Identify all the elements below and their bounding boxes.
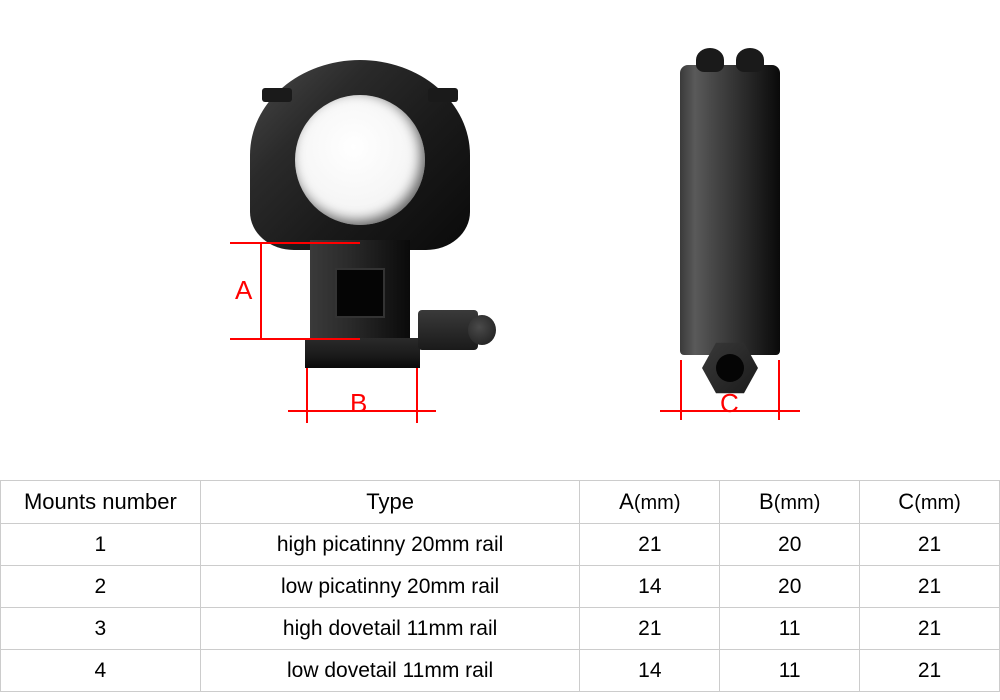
header-a-dim: A (619, 489, 634, 514)
mount-ring-hole (295, 95, 425, 225)
header-mounts-number: Mounts number (1, 481, 201, 524)
clamp-bolt-head (468, 315, 496, 345)
product-side-view: C (660, 40, 800, 440)
table-body: 1 high picatinny 20mm rail 21 20 21 2 lo… (1, 524, 1000, 692)
mount-base-cutout (335, 268, 385, 318)
cell-a: 21 (580, 608, 720, 650)
cell-num: 3 (1, 608, 201, 650)
dimension-c-right-line (778, 360, 780, 420)
dimension-c-label: C (720, 388, 739, 419)
side-mount-body (680, 65, 780, 355)
cell-a: 14 (580, 566, 720, 608)
cell-type: low picatinny 20mm rail (200, 566, 580, 608)
side-bolt-hole (716, 354, 744, 382)
table-row: 1 high picatinny 20mm rail 21 20 21 (1, 524, 1000, 566)
cell-c: 21 (860, 650, 1000, 692)
top-screw-right (428, 88, 458, 102)
side-top-screw-1 (696, 48, 724, 72)
cell-b: 11 (720, 608, 860, 650)
header-b: B(mm) (720, 481, 860, 524)
header-a: A(mm) (580, 481, 720, 524)
cell-b: 20 (720, 566, 860, 608)
table-row: 3 high dovetail 11mm rail 21 11 21 (1, 608, 1000, 650)
cell-num: 2 (1, 566, 201, 608)
cell-num: 1 (1, 524, 201, 566)
dimension-a-bottom-line (230, 338, 360, 340)
header-b-unit: (mm) (774, 492, 821, 514)
cell-a: 21 (580, 524, 720, 566)
cell-type: high dovetail 11mm rail (200, 608, 580, 650)
cell-c: 21 (860, 524, 1000, 566)
dimension-b-label: B (350, 388, 367, 419)
table-header-row: Mounts number Type A(mm) B(mm) C(mm) (1, 481, 1000, 524)
header-a-unit: (mm) (634, 492, 681, 514)
cell-type: low dovetail 11mm rail (200, 650, 580, 692)
header-type: Type (200, 481, 580, 524)
product-front-view: A B (200, 40, 520, 440)
cell-c: 21 (860, 608, 1000, 650)
side-top-screw-2 (736, 48, 764, 72)
cell-b: 20 (720, 524, 860, 566)
cell-type: high picatinny 20mm rail (200, 524, 580, 566)
cell-a: 14 (580, 650, 720, 692)
dimension-b-left-line (306, 368, 308, 423)
cell-num: 4 (1, 650, 201, 692)
dimension-c-left-line (680, 360, 682, 420)
header-c: C(mm) (860, 481, 1000, 524)
table-row: 4 low dovetail 11mm rail 14 11 21 (1, 650, 1000, 692)
dimension-a-top-line (230, 242, 360, 244)
product-image-area: A B C (0, 0, 1000, 480)
cell-c: 21 (860, 566, 1000, 608)
header-c-dim: C (898, 489, 914, 514)
header-c-unit: (mm) (914, 492, 961, 514)
cell-b: 11 (720, 650, 860, 692)
dimension-a-vertical-line (260, 242, 262, 339)
header-b-dim: B (759, 489, 774, 514)
table-row: 2 low picatinny 20mm rail 14 20 21 (1, 566, 1000, 608)
dimension-b-right-line (416, 368, 418, 423)
dimension-a-label: A (235, 275, 252, 306)
specifications-table: Mounts number Type A(mm) B(mm) C(mm) 1 h… (0, 480, 1000, 692)
top-screw-left (262, 88, 292, 102)
mount-rail-clamp (305, 338, 420, 368)
